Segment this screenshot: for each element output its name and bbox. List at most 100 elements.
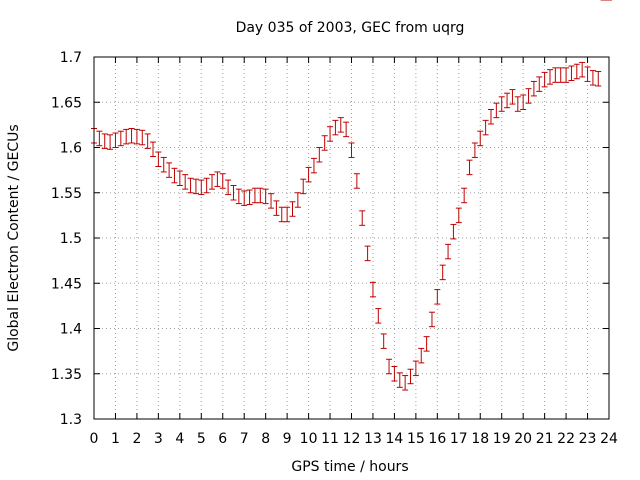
x-tick-label: 17 — [450, 431, 468, 447]
data-point — [536, 76, 543, 92]
x-tick-label: 13 — [364, 431, 382, 447]
plot-frame — [93, 56, 610, 420]
data-point — [418, 347, 425, 364]
data-point — [289, 201, 296, 217]
data-point — [353, 173, 360, 189]
data-point — [493, 102, 500, 119]
data-point — [498, 96, 505, 112]
data-point — [530, 80, 537, 97]
data-point — [461, 187, 468, 204]
data-point — [509, 89, 516, 105]
data-point — [514, 96, 521, 112]
data-point — [219, 173, 226, 189]
data-point — [257, 187, 264, 204]
data-point — [369, 281, 376, 298]
data-point — [321, 135, 328, 151]
data-point — [423, 336, 430, 352]
data-point — [386, 358, 393, 375]
y-tick-label: 1.7 — [60, 50, 82, 66]
y-tick-label: 1.45 — [51, 276, 82, 292]
data-point — [450, 223, 457, 240]
data-point — [337, 117, 344, 133]
data-point — [241, 190, 248, 206]
y-tick-label: 1.35 — [51, 367, 82, 383]
data-point — [589, 70, 596, 86]
x-tick-label: 1 — [111, 431, 120, 447]
data-point — [332, 119, 339, 136]
data-point — [402, 375, 409, 391]
data-layer — [91, 0, 612, 391]
x-tick-label: 7 — [240, 431, 249, 447]
data-point — [246, 189, 253, 206]
x-tick-label: 20 — [514, 431, 532, 447]
data-point — [466, 159, 473, 176]
data-point — [428, 311, 435, 328]
data-point — [214, 171, 221, 187]
y-tick-label: 1.65 — [51, 95, 82, 111]
y-tick-label: 1.55 — [51, 186, 82, 202]
data-point — [595, 70, 602, 87]
data-point — [225, 179, 232, 196]
data-point — [568, 65, 575, 82]
data-point — [563, 67, 570, 83]
data-point — [380, 333, 387, 349]
data-point — [375, 308, 382, 324]
data-point — [552, 67, 559, 83]
data-point — [160, 156, 167, 173]
data-point — [455, 207, 462, 224]
x-tick-label: 5 — [197, 431, 206, 447]
data-point — [305, 166, 312, 183]
x-axis-label: GPS time / hours — [291, 459, 408, 475]
data-point — [391, 366, 398, 382]
data-point — [557, 67, 564, 83]
data-point — [268, 193, 275, 209]
data-point — [525, 88, 532, 104]
data-point — [273, 200, 280, 216]
data-point — [541, 71, 548, 88]
data-point — [316, 147, 323, 163]
x-tick-label: 4 — [175, 431, 184, 447]
data-point — [251, 187, 258, 204]
data-point — [482, 119, 489, 136]
x-tick-label: 2 — [132, 431, 141, 447]
data-point — [176, 170, 183, 187]
data-point — [504, 92, 511, 109]
data-point — [262, 188, 269, 205]
data-point — [487, 108, 494, 125]
ticks-layer: 0 1 2 3 4 5 6 7 8 9 10 11 12 13 14 15 16 17 18 19 20 21 22 23 24… — [51, 50, 618, 447]
data-point — [182, 174, 189, 190]
data-point — [230, 185, 237, 201]
y-tick-label: 1.4 — [60, 322, 82, 338]
x-tick-label: 3 — [154, 431, 163, 447]
data-point — [101, 133, 108, 149]
x-tick-label: 23 — [579, 431, 597, 447]
data-point — [150, 141, 157, 158]
data-point — [209, 174, 216, 190]
data-point — [235, 188, 242, 205]
x-tick-label: 15 — [407, 431, 425, 447]
chart-title: Day 035 of 2003, GEC from uqrg — [236, 20, 465, 36]
data-point — [520, 94, 527, 110]
x-tick-label: 0 — [90, 431, 99, 447]
data-point — [166, 162, 173, 178]
y-tick-label: 1.5 — [60, 231, 82, 247]
x-tick-label: 24 — [600, 431, 618, 447]
data-point — [198, 179, 205, 196]
x-tick-label: 19 — [493, 431, 511, 447]
data-point — [203, 177, 210, 194]
data-point — [546, 69, 553, 85]
x-tick-label: 8 — [261, 431, 270, 447]
data-point — [192, 178, 199, 195]
data-point — [327, 126, 334, 142]
x-tick-label: 21 — [536, 431, 554, 447]
data-point — [310, 157, 317, 174]
data-point — [584, 66, 591, 82]
data-point — [112, 132, 119, 148]
data-point — [117, 130, 124, 147]
data-point — [573, 63, 580, 80]
data-point — [96, 130, 103, 147]
data-point — [171, 167, 178, 184]
data-point — [439, 264, 446, 281]
data-point — [133, 128, 140, 145]
